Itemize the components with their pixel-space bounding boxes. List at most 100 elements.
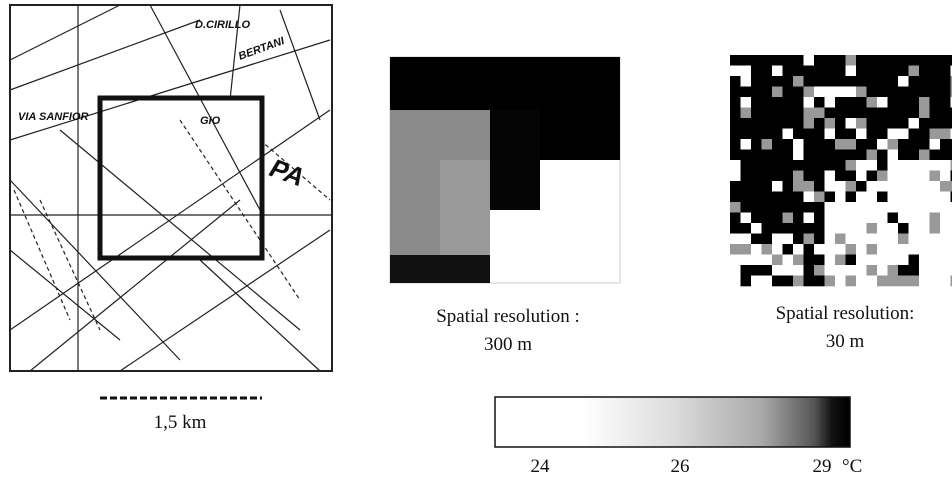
pixel	[930, 129, 941, 140]
pixel	[730, 139, 741, 150]
pixel	[867, 76, 878, 87]
pixel	[835, 234, 846, 245]
pixel	[867, 87, 878, 98]
pixel	[940, 97, 951, 108]
pixel	[888, 192, 899, 203]
pixel	[751, 108, 762, 119]
pixel	[783, 139, 794, 150]
pixel	[762, 223, 773, 234]
pixel	[825, 66, 836, 77]
pixel	[909, 108, 920, 119]
pixel	[909, 160, 920, 171]
pixel	[730, 87, 741, 98]
pixel	[835, 150, 846, 161]
pixel	[867, 244, 878, 255]
pixel	[783, 255, 794, 266]
pixel	[772, 276, 783, 287]
pixel	[804, 223, 815, 234]
pixel	[804, 97, 815, 108]
pixel	[846, 55, 857, 66]
pixel	[751, 181, 762, 192]
pixel	[783, 160, 794, 171]
pixel	[867, 150, 878, 161]
pixel	[751, 171, 762, 182]
pixel	[877, 76, 888, 87]
pixel	[741, 192, 752, 203]
pixel	[919, 139, 930, 150]
pixel	[856, 244, 867, 255]
pixel	[846, 171, 857, 182]
pixel	[825, 192, 836, 203]
pixel	[730, 171, 741, 182]
pixel	[772, 55, 783, 66]
panel-30m: Spatial resolution: 30 m	[730, 55, 952, 352]
pixel	[783, 234, 794, 245]
figure: VIA SANFIOR D.CIRILLO BERTANI GIO PA 1,5…	[0, 0, 952, 485]
pixel	[835, 244, 846, 255]
pixel	[940, 265, 951, 276]
pixel	[877, 118, 888, 129]
pixel	[751, 213, 762, 224]
pixel	[772, 223, 783, 234]
pixel	[814, 276, 825, 287]
pixel	[741, 181, 752, 192]
pixel	[730, 276, 741, 287]
pixel	[730, 108, 741, 119]
pixel	[730, 55, 741, 66]
pixel	[898, 223, 909, 234]
pixel	[867, 234, 878, 245]
pixel	[877, 192, 888, 203]
pixel	[930, 234, 941, 245]
pixel	[772, 97, 783, 108]
pixel	[751, 97, 762, 108]
pixel	[814, 223, 825, 234]
pixel	[741, 76, 752, 87]
pixel	[762, 129, 773, 140]
pixel	[909, 234, 920, 245]
pixel	[930, 66, 941, 77]
pixel	[877, 265, 888, 276]
pixel	[741, 244, 752, 255]
pixel	[930, 171, 941, 182]
pixel	[888, 255, 899, 266]
pixel	[825, 108, 836, 119]
pixel	[741, 97, 752, 108]
pixel	[751, 276, 762, 287]
pixel	[898, 234, 909, 245]
pixel	[940, 108, 951, 119]
pixel	[846, 234, 857, 245]
pixel	[867, 97, 878, 108]
pixel	[919, 202, 930, 213]
panel-300m: Spatial resolution : 300 m	[390, 57, 620, 355]
pixel	[825, 255, 836, 266]
page: VIA SANFIOR D.CIRILLO BERTANI GIO PA 1,5…	[0, 0, 952, 485]
pixel	[751, 255, 762, 266]
pixel	[856, 213, 867, 224]
pixel	[804, 55, 815, 66]
pixel	[877, 202, 888, 213]
pixel	[741, 171, 752, 182]
pixel	[930, 192, 941, 203]
pixel	[919, 223, 930, 234]
pixel	[772, 139, 783, 150]
pixel	[751, 139, 762, 150]
pixel	[772, 108, 783, 119]
pixel	[793, 139, 804, 150]
pixel	[772, 66, 783, 77]
pixel	[825, 160, 836, 171]
pixel	[783, 202, 794, 213]
pixel	[793, 108, 804, 119]
pixel	[741, 202, 752, 213]
pixel	[825, 244, 836, 255]
pixel	[940, 181, 951, 192]
pixel	[919, 87, 930, 98]
pixel	[930, 76, 941, 87]
pixel	[867, 66, 878, 77]
pixel	[804, 192, 815, 203]
pixel	[741, 223, 752, 234]
pixel	[814, 66, 825, 77]
pixel	[835, 171, 846, 182]
pixel	[772, 202, 783, 213]
pixel	[940, 118, 951, 129]
pixel	[783, 265, 794, 276]
